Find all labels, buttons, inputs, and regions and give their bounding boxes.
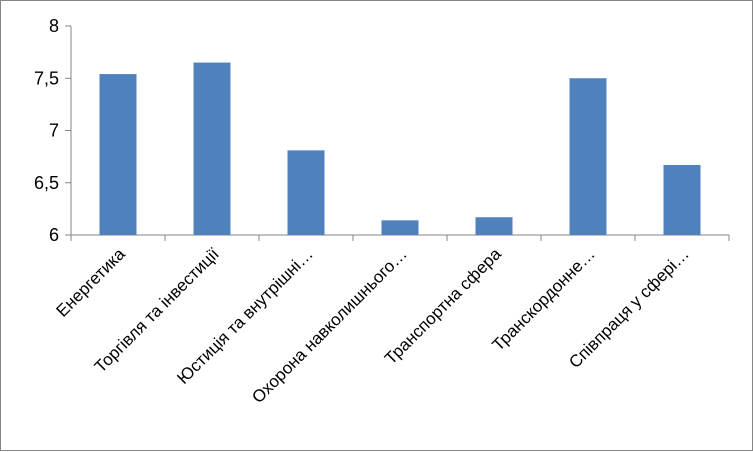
y-tick-label: 6,5 bbox=[34, 173, 59, 193]
category-label: Транскордонне… bbox=[489, 244, 599, 354]
bar bbox=[99, 74, 137, 235]
category-label: Енергетика bbox=[53, 244, 130, 321]
y-tick-label: 8 bbox=[49, 16, 59, 36]
category-label: Охорона навколишнього… bbox=[248, 244, 411, 407]
y-tick-label: 6 bbox=[49, 225, 59, 245]
bar bbox=[663, 164, 701, 235]
bar bbox=[193, 62, 231, 236]
bar bbox=[287, 150, 325, 235]
bar bbox=[569, 78, 607, 235]
bar bbox=[475, 217, 513, 235]
y-tick-label: 7 bbox=[49, 121, 59, 141]
bar bbox=[381, 220, 419, 235]
y-tick-label: 7,5 bbox=[34, 68, 59, 88]
